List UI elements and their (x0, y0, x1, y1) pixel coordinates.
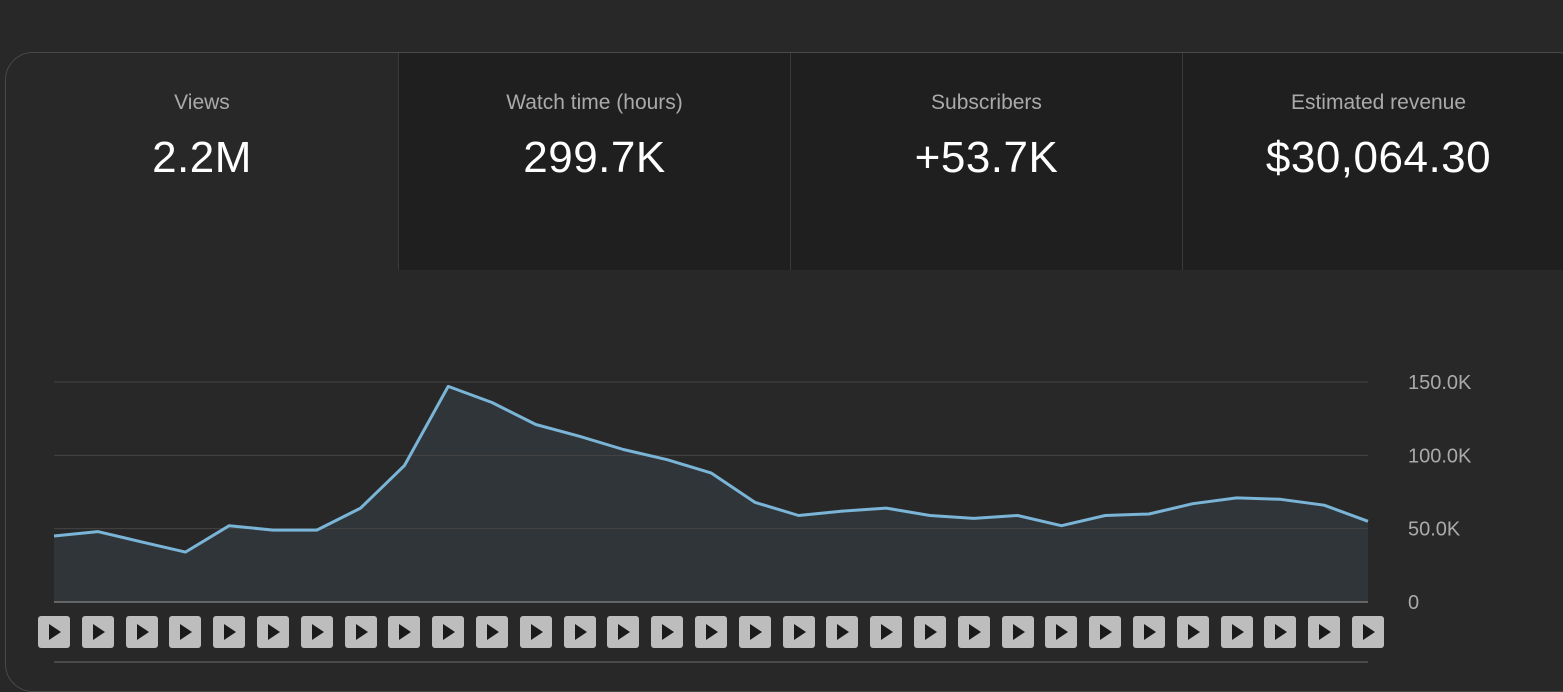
metric-tabs: Views 2.2M Watch time (hours) 299.7K Sub… (6, 53, 1563, 270)
video-marker-play-icon[interactable] (1176, 616, 1209, 648)
tab-value: 299.7K (523, 133, 666, 182)
video-marker-play-icon[interactable] (651, 616, 684, 648)
tab-watch-time[interactable]: Watch time (hours) 299.7K (398, 53, 790, 270)
video-marker-play-icon[interactable] (1264, 616, 1297, 648)
video-marker-play-icon[interactable] (169, 616, 202, 648)
video-marker-play-icon[interactable] (738, 616, 771, 648)
tab-label: Views (174, 91, 230, 114)
video-marker-play-icon[interactable] (476, 616, 508, 648)
tab-label: Watch time (hours) (506, 91, 683, 114)
video-marker-play-icon[interactable] (81, 616, 114, 648)
tab-value: +53.7K (914, 133, 1059, 182)
video-marker-play-icon[interactable] (1308, 616, 1341, 648)
video-marker-play-icon[interactable] (213, 616, 246, 648)
video-marker-play-icon[interactable] (914, 616, 946, 648)
video-marker-play-icon[interactable] (695, 616, 727, 648)
video-marker-play-icon[interactable] (826, 616, 859, 648)
video-marker-play-icon[interactable] (519, 616, 552, 648)
video-marker-play-icon[interactable] (257, 616, 289, 648)
video-marker-play-icon[interactable] (38, 616, 70, 648)
tab-value: 2.2M (152, 133, 252, 182)
video-marker-play-icon[interactable] (1352, 616, 1384, 648)
video-marker-play-icon[interactable] (957, 616, 990, 648)
video-marker-play-icon[interactable] (870, 616, 903, 648)
tab-subscribers[interactable]: Subscribers +53.7K (790, 53, 1182, 270)
video-marker-play-icon[interactable] (344, 616, 377, 648)
video-marker-play-icon[interactable] (300, 616, 333, 648)
video-marker-play-icon[interactable] (782, 616, 815, 648)
tab-value: $30,064.30 (1265, 133, 1492, 182)
video-marker-play-icon[interactable] (1133, 616, 1165, 648)
video-marker-play-icon[interactable] (1089, 616, 1122, 648)
video-marker-play-icon[interactable] (1220, 616, 1253, 648)
tab-views[interactable]: Views 2.2M (6, 53, 398, 270)
tab-estimated-revenue[interactable]: Estimated revenue $30,064.30 (1182, 53, 1563, 270)
tab-label: Estimated revenue (1290, 91, 1467, 114)
video-marker-play-icon[interactable] (1045, 616, 1078, 648)
video-marker-play-icon[interactable] (432, 616, 465, 648)
video-marker-play-icon[interactable] (125, 616, 158, 648)
video-marker-row (38, 616, 1384, 648)
video-marker-play-icon[interactable] (607, 616, 640, 648)
video-marker-play-icon[interactable] (563, 616, 596, 648)
analytics-card: Views 2.2M Watch time (hours) 299.7K Sub… (5, 52, 1563, 692)
video-marker-play-icon[interactable] (1001, 616, 1034, 648)
tab-label: Subscribers (931, 91, 1042, 114)
video-marker-play-icon[interactable] (388, 616, 421, 648)
